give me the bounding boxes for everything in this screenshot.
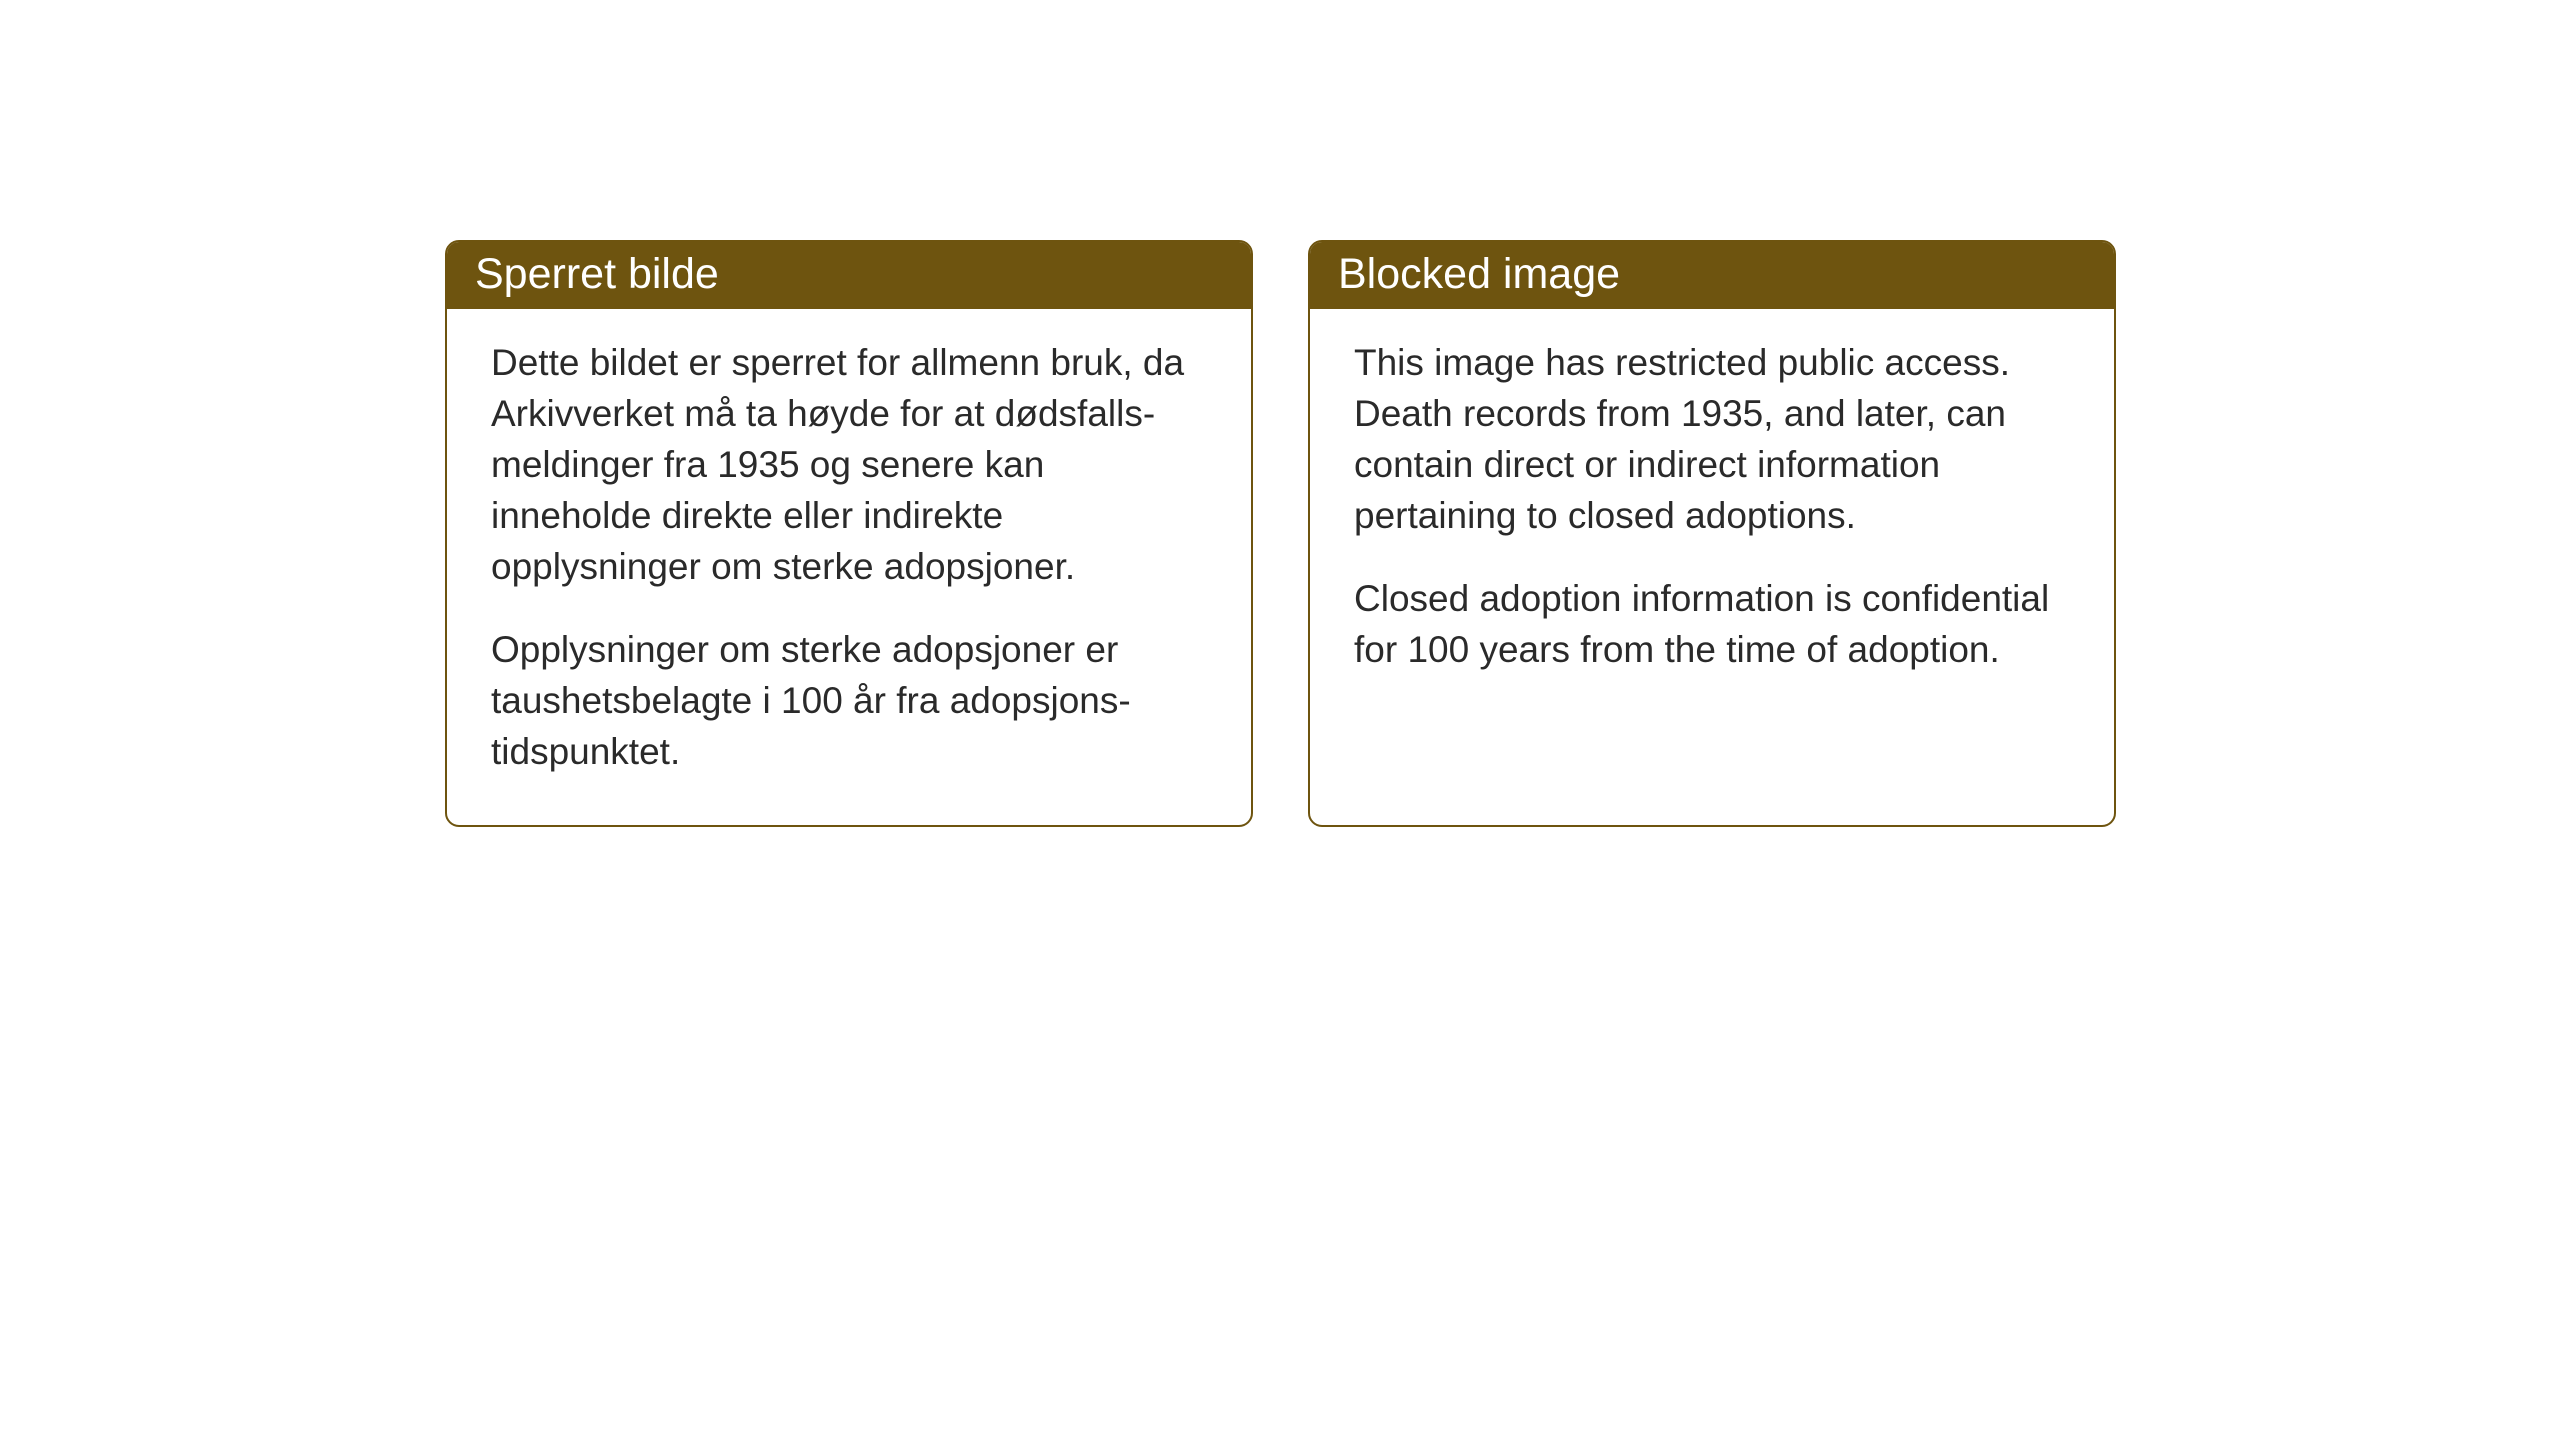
english-card: Blocked image This image has restricted … [1308, 240, 2116, 827]
english-paragraph-1: This image has restricted public access.… [1354, 337, 2070, 541]
norwegian-paragraph-2: Opplysninger om sterke adopsjoner er tau… [491, 624, 1207, 777]
english-card-title: Blocked image [1310, 242, 2114, 309]
english-card-body: This image has restricted public access.… [1310, 309, 2114, 723]
english-paragraph-2: Closed adoption information is confident… [1354, 573, 2070, 675]
notice-container: Sperret bilde Dette bildet er sperret fo… [445, 240, 2116, 827]
norwegian-paragraph-1: Dette bildet er sperret for allmenn bruk… [491, 337, 1207, 592]
norwegian-card-body: Dette bildet er sperret for allmenn bruk… [447, 309, 1251, 825]
norwegian-card-title: Sperret bilde [447, 242, 1251, 309]
norwegian-card: Sperret bilde Dette bildet er sperret fo… [445, 240, 1253, 827]
